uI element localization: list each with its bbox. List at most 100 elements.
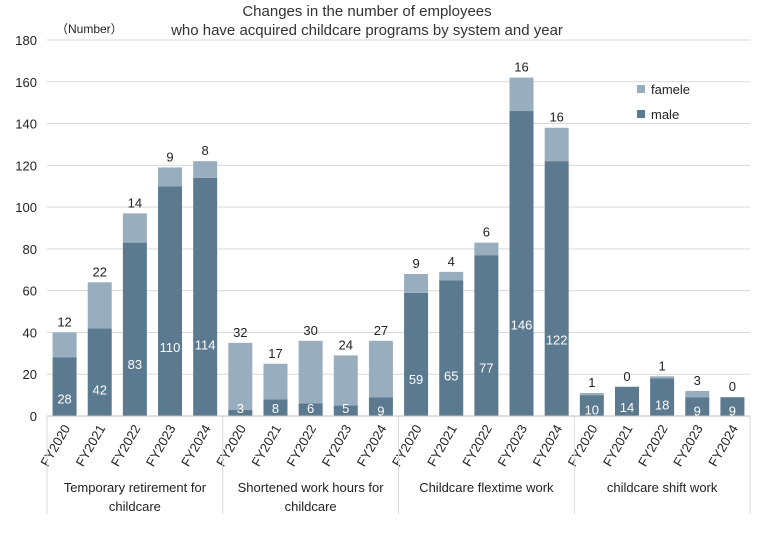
- data-label-male: 9: [729, 403, 736, 418]
- bar-male: [263, 399, 288, 416]
- bar-male: [439, 280, 464, 416]
- data-label-male: 10: [585, 403, 599, 418]
- data-label-female: 24: [339, 337, 353, 352]
- data-label-female: 0: [623, 369, 630, 384]
- data-label-male: 5: [342, 401, 349, 416]
- data-label-male: 146: [511, 318, 533, 333]
- x-tick-label: FY2021: [73, 422, 109, 469]
- x-tick-label: FY2024: [354, 422, 390, 469]
- bar-male: [650, 378, 675, 416]
- data-label-male: 8: [272, 401, 279, 416]
- data-label-male: 18: [655, 398, 669, 413]
- data-label-female: 0: [729, 379, 736, 394]
- data-label-female: 9: [412, 256, 419, 271]
- bar-female: [368, 340, 393, 398]
- data-label-male: 59: [409, 372, 423, 387]
- bar-female: [228, 342, 253, 410]
- bar-female: [685, 390, 710, 398]
- data-label-female: 16: [549, 110, 563, 125]
- x-tick-label: FY2023: [670, 422, 706, 469]
- bar-male: [720, 397, 745, 416]
- chart-title-line: who have acquired childcare programs by …: [170, 22, 563, 39]
- bar-male: [509, 111, 534, 417]
- data-label-female: 8: [202, 143, 209, 158]
- data-label-female: 32: [233, 325, 247, 340]
- x-tick-label: FY2022: [108, 422, 144, 469]
- bar-female: [650, 376, 675, 379]
- group-label-line: Temporary retirement for: [64, 480, 207, 495]
- y-tick-label: 0: [30, 409, 37, 424]
- data-label-male: 77: [479, 361, 493, 376]
- data-label-male: 9: [377, 403, 384, 418]
- x-tick-label: FY2024: [705, 422, 741, 469]
- data-label-female: 14: [128, 195, 142, 210]
- x-tick-label: FY2020: [565, 422, 601, 469]
- data-label-female: 22: [92, 264, 106, 279]
- group-label-line: childcare: [109, 499, 161, 514]
- bar-female: [579, 393, 604, 396]
- bar-male: [298, 403, 323, 416]
- bar-male: [474, 255, 499, 416]
- x-tick-label: FY2024: [178, 422, 214, 469]
- bar-male: [685, 397, 710, 416]
- data-label-female: 9: [166, 149, 173, 164]
- data-label-male: 3: [237, 401, 244, 416]
- x-tick-label: FY2023: [319, 422, 355, 469]
- bar-female: [158, 167, 183, 187]
- group-label-line: childcare shift work: [607, 480, 718, 495]
- bar-male: [544, 161, 569, 416]
- bar-male: [404, 292, 429, 416]
- bar-male: [52, 357, 77, 416]
- x-tick-label: FY2021: [600, 422, 636, 469]
- chart-title-line: Changes in the number of employees: [242, 3, 491, 20]
- data-label-male: 28: [57, 391, 71, 406]
- bar-female: [263, 363, 288, 400]
- data-label-male: 110: [160, 340, 181, 355]
- y-tick-label: 120: [15, 158, 37, 173]
- data-label-female: 6: [483, 225, 490, 240]
- bar-female: [333, 355, 358, 406]
- data-label-female: 27: [374, 323, 388, 338]
- bar-female: [52, 332, 77, 358]
- bar-female: [509, 77, 534, 112]
- data-label-male: 122: [546, 333, 568, 348]
- y-tick-label: 20: [23, 367, 37, 382]
- legend-swatch-male: [637, 110, 645, 118]
- group-label-line: Shortened work hours for: [238, 480, 385, 495]
- legend-label-male: male: [651, 107, 679, 122]
- data-label-male: 42: [92, 383, 106, 398]
- y-tick-label: 100: [15, 200, 37, 215]
- x-tick-label: FY2022: [459, 422, 495, 469]
- bar-female: [193, 161, 218, 178]
- bar-male: [228, 409, 253, 416]
- y-tick-label: 180: [15, 33, 37, 48]
- x-tick-label: FY2023: [143, 422, 179, 469]
- y-tick-label: 40: [23, 325, 37, 340]
- bar-female: [87, 282, 112, 329]
- data-label-male: 9: [694, 403, 701, 418]
- data-label-male: 6: [307, 401, 314, 416]
- data-label-female: 17: [268, 346, 282, 361]
- bar-female: [404, 273, 429, 293]
- bar-female: [439, 271, 464, 281]
- data-label-male: 14: [620, 400, 634, 415]
- bar-male: [333, 405, 358, 416]
- bar-male: [158, 186, 183, 416]
- x-tick-label: FY2022: [283, 422, 319, 469]
- x-tick-label: FY2021: [248, 422, 284, 469]
- data-label-female: 3: [694, 373, 701, 388]
- data-label-female: 16: [514, 60, 528, 75]
- bar-male: [87, 328, 112, 416]
- bar-male: [122, 242, 147, 416]
- bar-female: [474, 242, 499, 256]
- bar-male: [368, 397, 393, 416]
- x-tick-label: FY2020: [37, 422, 73, 469]
- x-tick-label: FY2023: [494, 422, 530, 469]
- legend-label-female: famele: [651, 82, 690, 97]
- group-label-line: Childcare flextime work: [419, 480, 554, 495]
- data-label-female: 4: [448, 254, 455, 269]
- y-tick-label: 140: [15, 117, 37, 132]
- data-label-female: 1: [659, 358, 666, 373]
